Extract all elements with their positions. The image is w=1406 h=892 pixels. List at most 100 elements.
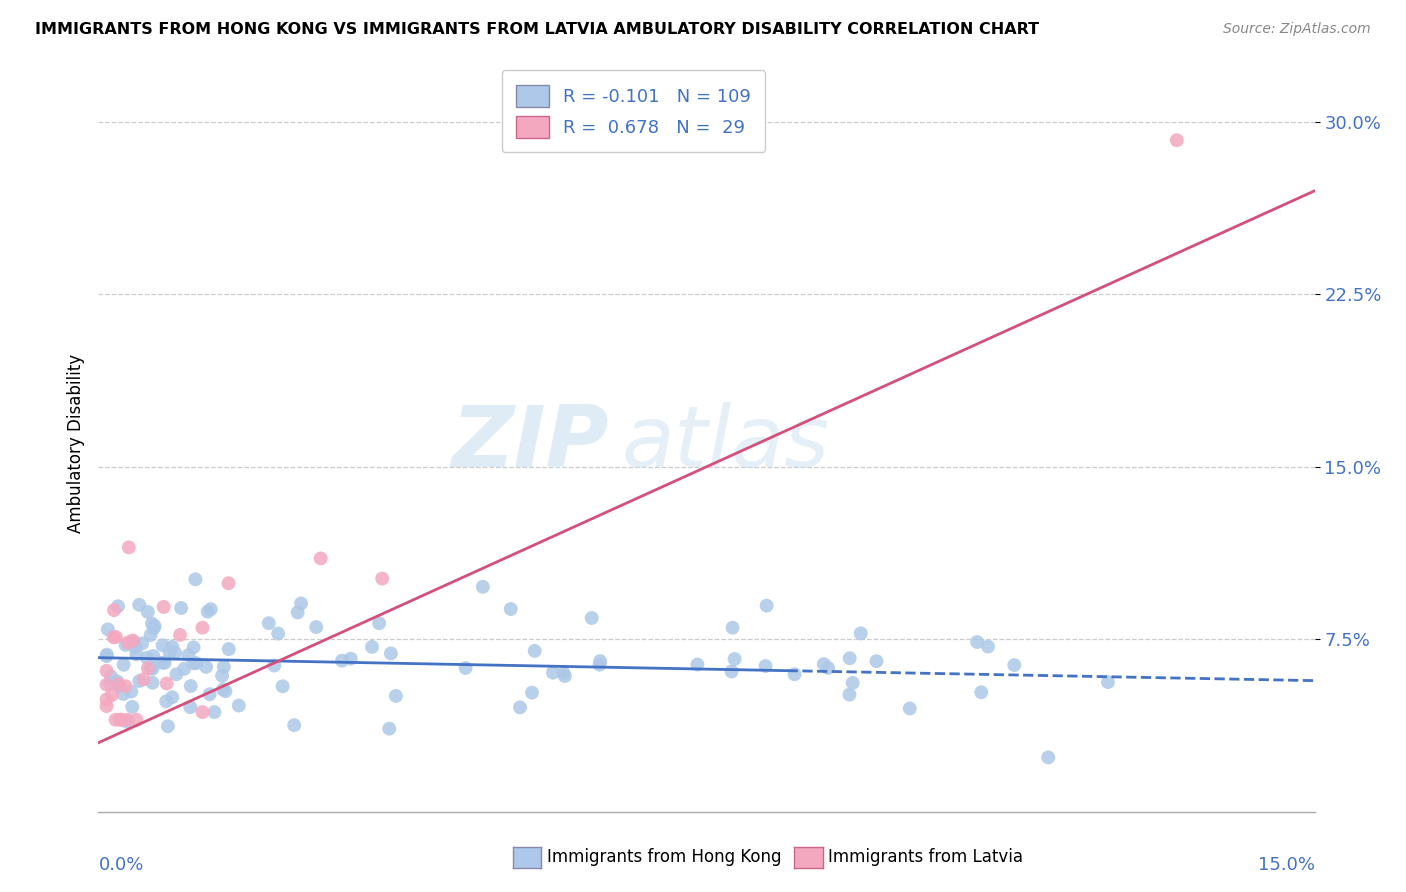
Point	[160, 640, 183, 654]
Point	[263, 658, 285, 673]
Point	[183, 657, 205, 671]
Point	[108, 679, 131, 693]
Text: 15.0%: 15.0%	[1257, 856, 1315, 874]
Point	[156, 719, 179, 733]
Point	[838, 688, 860, 702]
Point	[339, 651, 361, 665]
Point	[509, 700, 531, 714]
Point	[195, 660, 218, 674]
Point	[755, 599, 778, 613]
Point	[141, 662, 163, 676]
Point	[588, 657, 610, 672]
Point	[141, 616, 163, 631]
Point	[114, 638, 136, 652]
Point	[186, 656, 208, 670]
Point	[180, 679, 202, 693]
Point	[125, 713, 148, 727]
Point	[1166, 133, 1188, 147]
Point	[117, 713, 139, 727]
Point	[173, 662, 195, 676]
Point	[96, 664, 118, 678]
Point	[198, 687, 221, 701]
Point	[1002, 658, 1025, 673]
Point	[204, 705, 226, 719]
Point	[970, 685, 993, 699]
Point	[114, 679, 136, 693]
Point	[170, 601, 193, 615]
Point	[143, 619, 166, 633]
Point	[723, 652, 745, 666]
Point	[523, 644, 546, 658]
Text: Immigrants from Latvia: Immigrants from Latvia	[828, 848, 1024, 866]
Point	[156, 676, 179, 690]
Point	[124, 640, 146, 654]
Point	[212, 660, 235, 674]
Point	[107, 599, 129, 614]
Point	[841, 676, 863, 690]
Point	[131, 636, 153, 650]
Point	[378, 722, 401, 736]
Point	[169, 628, 191, 642]
Point	[112, 657, 135, 672]
Point	[152, 599, 174, 614]
Text: Immigrants from Hong Kong: Immigrants from Hong Kong	[547, 848, 782, 866]
Point	[112, 687, 135, 701]
Point	[554, 669, 576, 683]
Point	[100, 677, 122, 691]
Point	[589, 654, 612, 668]
Point	[183, 640, 205, 655]
Point	[105, 674, 128, 689]
Point	[139, 661, 162, 675]
Point	[813, 657, 835, 672]
Point	[283, 718, 305, 732]
Point	[499, 602, 522, 616]
Point	[128, 673, 150, 688]
Point	[553, 666, 575, 681]
Point	[96, 649, 118, 664]
Point	[153, 656, 176, 670]
Point	[385, 689, 408, 703]
Point	[108, 713, 131, 727]
Point	[110, 713, 132, 727]
Legend: R = -0.101   N = 109, R =  0.678   N =  29: R = -0.101 N = 109, R = 0.678 N = 29	[502, 70, 765, 153]
Point	[520, 685, 543, 699]
Point	[305, 620, 328, 634]
Text: 0.0%: 0.0%	[98, 856, 143, 874]
Point	[104, 630, 127, 644]
Point	[267, 626, 290, 640]
Point	[686, 657, 709, 672]
Point	[191, 621, 214, 635]
Point	[159, 646, 181, 660]
Point	[142, 621, 165, 635]
Point	[101, 688, 124, 702]
Point	[103, 630, 125, 644]
Point	[150, 656, 173, 670]
Point	[124, 640, 146, 654]
Point	[849, 626, 872, 640]
Point	[330, 654, 353, 668]
Point	[118, 541, 141, 555]
Point	[120, 684, 142, 698]
Point	[165, 646, 187, 660]
Point	[380, 647, 402, 661]
Point	[155, 694, 177, 708]
Point	[141, 675, 163, 690]
Point	[865, 654, 887, 668]
Point	[309, 551, 332, 566]
Y-axis label: Ambulatory Disability: Ambulatory Disability	[66, 354, 84, 533]
Point	[581, 611, 603, 625]
Point	[361, 640, 384, 654]
Point	[121, 633, 143, 648]
Text: Source: ZipAtlas.com: Source: ZipAtlas.com	[1223, 22, 1371, 37]
Point	[287, 606, 309, 620]
Point	[720, 665, 742, 679]
Point	[121, 699, 143, 714]
Point	[165, 667, 187, 681]
Point	[117, 635, 139, 649]
Point	[214, 684, 236, 698]
Point	[184, 572, 207, 586]
Point	[115, 714, 138, 729]
Point	[103, 603, 125, 617]
Point	[135, 651, 157, 665]
Point	[817, 661, 839, 675]
